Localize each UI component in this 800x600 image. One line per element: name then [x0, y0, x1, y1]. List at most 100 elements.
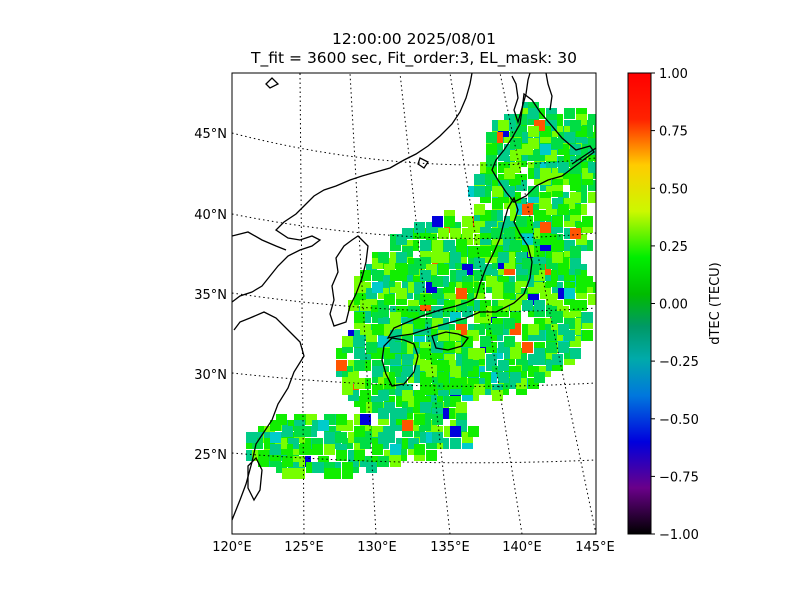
dtec-cell — [348, 384, 359, 395]
dtec-cell — [360, 426, 371, 437]
dtec-cell — [540, 240, 551, 251]
dtec-cell — [534, 240, 545, 251]
dtec-cell — [522, 138, 533, 149]
dtec-cell — [396, 288, 407, 299]
dtec-cell — [468, 300, 479, 311]
dtec-cell — [570, 318, 581, 329]
dtec-cell — [486, 144, 497, 155]
dtec-cell — [570, 126, 581, 137]
dtec-cell — [582, 282, 593, 293]
dtec-cell — [474, 210, 485, 221]
dtec-cell — [396, 372, 407, 383]
dtec-cell — [516, 252, 527, 263]
dtec-cell — [294, 468, 305, 479]
dtec-cell — [378, 414, 389, 425]
dtec-cell — [438, 294, 449, 305]
dtec-cell — [408, 372, 419, 383]
dtec-cell — [516, 216, 527, 227]
dtec-cell — [420, 432, 431, 443]
dtec-cell — [516, 234, 527, 245]
dtec-cell — [492, 324, 503, 335]
dtec-cell — [426, 420, 437, 431]
dtec-cell — [444, 210, 455, 221]
dtec-cell — [534, 108, 545, 119]
dtec-cell — [498, 234, 509, 245]
dtec-cell — [414, 450, 425, 461]
dtec-cell — [462, 246, 473, 257]
dtec-cell — [414, 360, 425, 371]
dtec-cell — [534, 276, 545, 287]
dtec-cell — [456, 342, 467, 353]
dtec-cell — [414, 330, 425, 341]
dtec-cell — [498, 252, 509, 263]
dtec-cell — [414, 222, 425, 233]
dtec-cell — [456, 378, 467, 389]
dtec-cell — [552, 258, 563, 269]
lon-tick-label: 135°E — [430, 540, 470, 555]
dtec-cell — [420, 384, 431, 395]
dtec-cell — [528, 366, 539, 377]
dtec-cell — [270, 444, 281, 455]
dtec-cell — [276, 438, 287, 449]
dtec-cell — [528, 294, 539, 305]
dtec-cell — [570, 336, 581, 347]
dtec-cell — [552, 204, 563, 215]
dtec-cell — [438, 384, 449, 395]
dtec-cell — [396, 270, 407, 281]
dtec-cell — [504, 198, 515, 209]
dtec-cell — [372, 324, 383, 335]
dtec-cell — [468, 252, 479, 263]
dtec-cell — [498, 246, 509, 257]
dtec-cell — [570, 216, 581, 227]
dtec-cell — [486, 168, 497, 179]
graticule — [232, 73, 596, 534]
dtec-cell — [348, 360, 359, 371]
dtec-cell — [450, 246, 461, 257]
dtec-cell — [522, 252, 533, 263]
dtec-cell — [402, 288, 413, 299]
dtec-cell — [570, 348, 581, 359]
dtec-cell — [390, 312, 401, 323]
dtec-cell — [540, 252, 551, 263]
dtec-cell — [396, 414, 407, 425]
dtec-cell — [510, 294, 521, 305]
dtec-cell — [258, 426, 269, 437]
dtec-cell — [540, 330, 551, 341]
dtec-cell — [456, 408, 467, 419]
dtec-cell — [420, 396, 431, 407]
dtec-cell — [354, 282, 365, 293]
dtec-cell — [462, 360, 473, 371]
dtec-cell — [438, 360, 449, 371]
dtec-cell — [426, 228, 437, 239]
dtec-cell — [558, 270, 569, 281]
dtec-cell — [408, 324, 419, 335]
dtec-cell — [558, 258, 569, 269]
dtec-cell — [528, 108, 539, 119]
dtec-cell — [438, 402, 449, 413]
dtec-cell — [360, 378, 371, 389]
dtec-cell — [516, 174, 527, 185]
dtec-cell — [438, 372, 449, 383]
dtec-cell — [474, 378, 485, 389]
dtec-cell — [450, 330, 461, 341]
dtec-cell — [534, 258, 545, 269]
dtec-cell — [426, 294, 437, 305]
dtec-cell — [516, 198, 527, 209]
dtec-cell — [468, 258, 479, 269]
dtec-cell — [276, 414, 287, 425]
dtec-cell — [438, 378, 449, 389]
dtec-cell — [474, 186, 485, 197]
dtec-cell — [492, 270, 503, 281]
dtec-cell — [480, 318, 491, 329]
dtec-cell — [432, 312, 443, 323]
dtec-cell — [516, 360, 527, 371]
dtec-cell — [558, 288, 569, 299]
dtec-cell — [390, 360, 401, 371]
dtec-cell — [516, 354, 527, 365]
dtec-cell — [504, 246, 515, 257]
dtec-cell — [498, 132, 509, 143]
dtec-cell — [504, 258, 515, 269]
dtec-cell — [546, 258, 557, 269]
dtec-cell — [546, 360, 557, 371]
dtec-cell — [306, 462, 317, 473]
